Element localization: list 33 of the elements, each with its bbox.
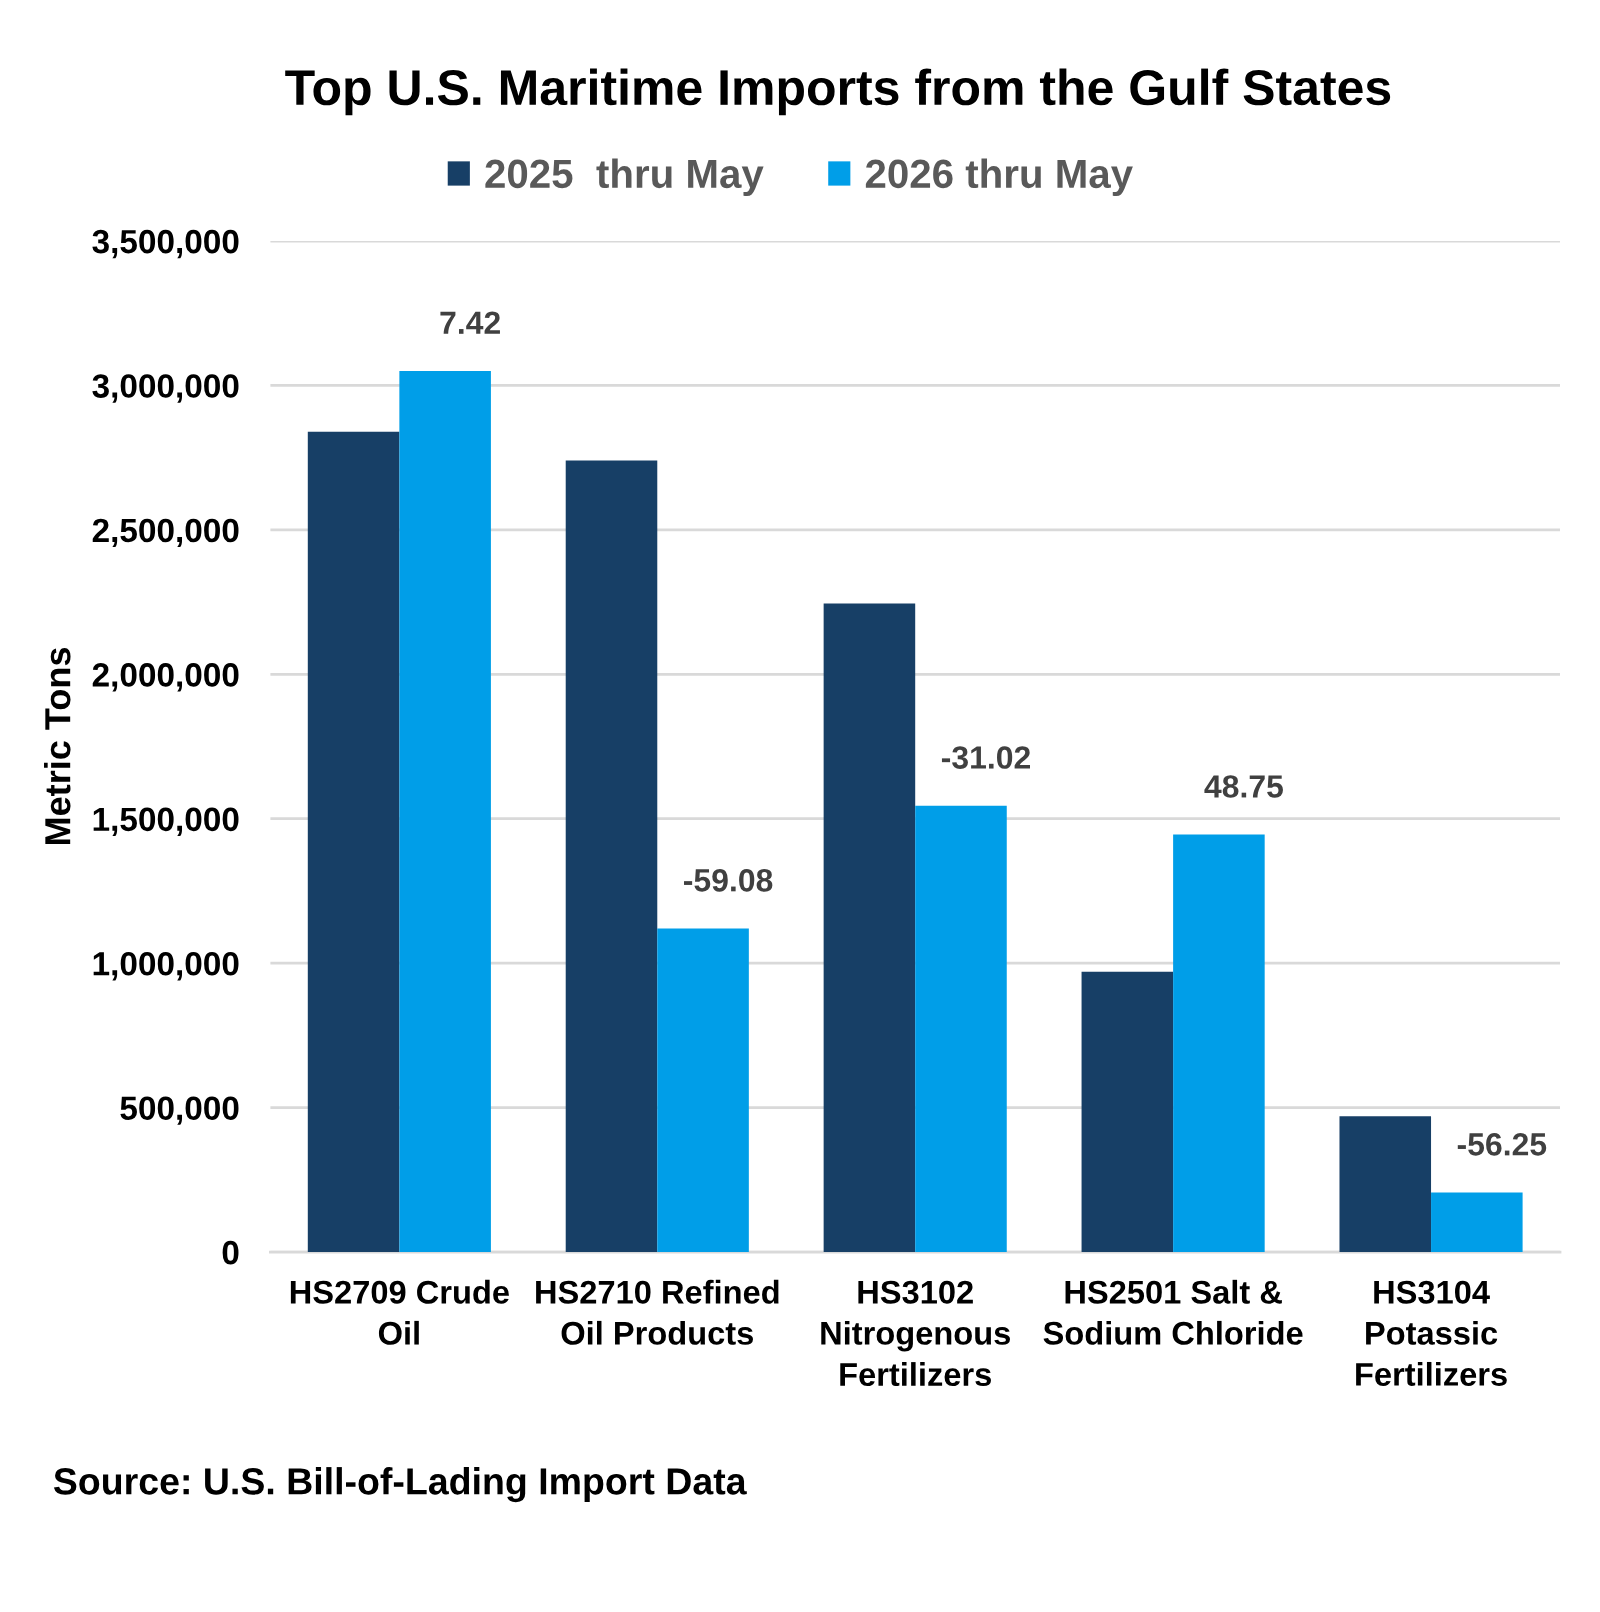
annotation: 48.75 bbox=[1204, 775, 1283, 798]
annotation: -59.08 bbox=[684, 869, 773, 892]
y-tick-label: 500,000 bbox=[120, 1096, 239, 1125]
bar bbox=[565, 460, 658, 1253]
bar bbox=[1339, 1116, 1432, 1253]
x-tick-label: HS2710 Refined Oil Products bbox=[536, 1279, 779, 1345]
legend-label: 2026 thru May bbox=[865, 158, 1133, 197]
x-tick-label: HS2709 Crude Oil bbox=[290, 1279, 509, 1345]
y-tick-label: 3,500,000 bbox=[92, 229, 239, 259]
bar bbox=[1431, 1192, 1523, 1253]
x-tick-label: HS2501 Salt & Sodium Chloride bbox=[1043, 1279, 1303, 1345]
annotation: -56.25 bbox=[1457, 1133, 1547, 1156]
legend-label: 2025 thru May bbox=[485, 158, 764, 197]
y-tick-label: 2,000,000 bbox=[92, 663, 239, 692]
y-tick-label: 0 bbox=[222, 1240, 239, 1265]
bar bbox=[399, 370, 491, 1253]
bar bbox=[1081, 971, 1174, 1253]
x-tick-label: HS3104 Potassic Fertilizers bbox=[1356, 1280, 1507, 1386]
bar bbox=[307, 431, 400, 1253]
y-tick-label: 1,000,000 bbox=[93, 951, 239, 981]
x-tick-label: HS3102 Nitrogenous Fertilizers bbox=[821, 1280, 1010, 1387]
annotation: 7.42 bbox=[440, 311, 500, 334]
annotation: -31.02 bbox=[941, 746, 1030, 769]
bar bbox=[657, 928, 749, 1253]
source-note: Source: U.S. Bill-of-Lading Import Data bbox=[53, 1467, 747, 1503]
chart-title: Top U.S. Maritime Imports from the Gulf States bbox=[285, 68, 1391, 116]
y-tick-label: 1,500,000 bbox=[93, 807, 239, 836]
bar bbox=[1173, 834, 1265, 1253]
y-tick-label: 3,000,000 bbox=[92, 374, 239, 403]
y-axis-title: Metric Tons bbox=[44, 648, 71, 845]
bar bbox=[823, 603, 916, 1253]
y-tick-label: 2,500,000 bbox=[92, 518, 239, 548]
bar bbox=[915, 805, 1007, 1253]
